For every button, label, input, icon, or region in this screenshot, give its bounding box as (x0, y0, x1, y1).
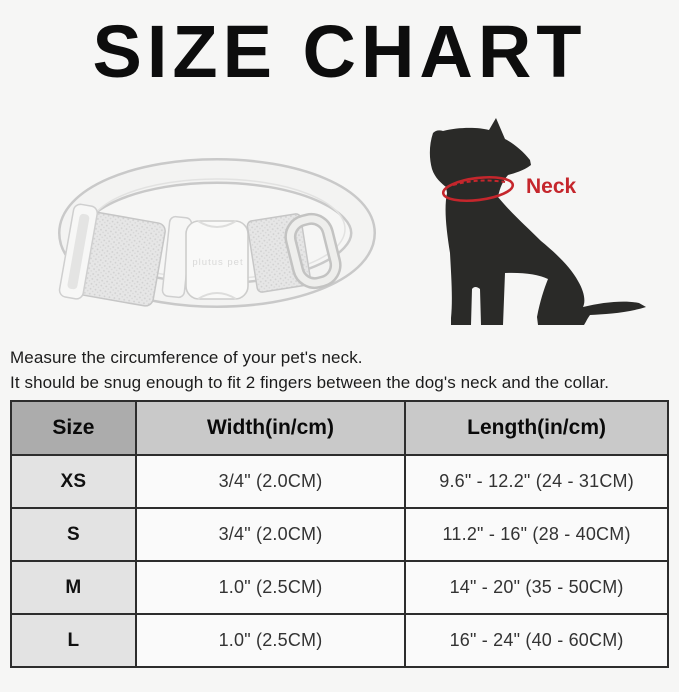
cell-length: 11.2" - 16" (28 - 40CM) (404, 507, 669, 563)
table-row-m: M 1.0" (2.5CM) 14" - 20" (35 - 50CM) (10, 560, 669, 616)
dog-silhouette (429, 118, 646, 326)
cell-width: 3/4" (2.0CM) (134, 507, 407, 563)
cell-width: 1.0" (2.5CM) (134, 613, 407, 669)
neck-measure-ellipse (441, 176, 515, 203)
size-chart-page: SIZE CHART (0, 10, 679, 692)
cell-width: 3/4" (2.0CM) (134, 454, 407, 510)
instruction-line-2: It should be snug enough to fit 2 finger… (10, 373, 610, 393)
collar-illustration-icon: plutus pet (58, 158, 376, 309)
table-row-s: S 3/4" (2.0CM) 11.2" - 16" (28 - 40CM) (10, 507, 669, 563)
cell-size: L (10, 613, 137, 669)
cell-size: M (10, 560, 137, 616)
collar-buckle: plutus pet (185, 220, 249, 301)
dog-illustration-icon: Neck (429, 118, 646, 326)
instruction-line-1: Measure the circumference of your pet's … (10, 348, 363, 368)
size-table-header-row: Size Width(in/cm) Length(in/cm) (10, 400, 669, 457)
collar-d-ring-icon (284, 213, 342, 290)
page-title: SIZE CHART (92, 10, 587, 93)
header-cell-size: Size (10, 400, 137, 457)
cell-size: XS (10, 454, 137, 510)
table-row-xs: XS 3/4" (2.0CM) 9.6" - 12.2" (24 - 31CM) (10, 454, 669, 510)
neck-label: Neck (526, 175, 577, 198)
header-cell-length: Length(in/cm) (404, 400, 669, 457)
cell-width: 1.0" (2.5CM) (134, 560, 407, 616)
collar-watermark: plutus pet (192, 257, 243, 268)
illustration-row: plutus pet Neck (0, 115, 679, 339)
cell-size: S (10, 507, 137, 563)
table-row-l: L 1.0" (2.5CM) 16" - 24" (40 - 60CM) (10, 613, 669, 669)
cell-length: 14" - 20" (35 - 50CM) (404, 560, 669, 616)
cell-length: 9.6" - 12.2" (24 - 31CM) (404, 454, 669, 510)
measuring-instructions: Measure the circumference of your pet's … (10, 345, 679, 395)
header-cell-width: Width(in/cm) (134, 400, 407, 457)
collar-slider (58, 204, 166, 308)
cell-length: 16" - 24" (40 - 60CM) (404, 613, 669, 669)
size-table: Size Width(in/cm) Length(in/cm) XS 3/4" … (10, 400, 669, 669)
